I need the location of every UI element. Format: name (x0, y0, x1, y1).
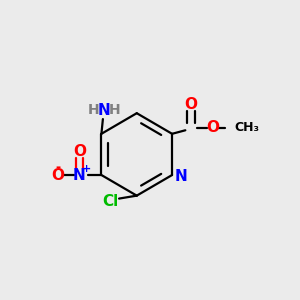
Text: H: H (88, 103, 100, 117)
Text: -: - (56, 160, 61, 174)
Text: N: N (98, 103, 111, 118)
Text: O: O (73, 144, 86, 159)
Text: O: O (51, 167, 64, 182)
Text: O: O (185, 97, 198, 112)
Text: N: N (73, 167, 86, 182)
Text: N: N (175, 169, 187, 184)
Text: H: H (109, 103, 121, 117)
Text: Cl: Cl (102, 194, 119, 209)
Text: O: O (206, 120, 219, 135)
Text: +: + (82, 164, 91, 173)
Text: CH₃: CH₃ (234, 122, 259, 134)
